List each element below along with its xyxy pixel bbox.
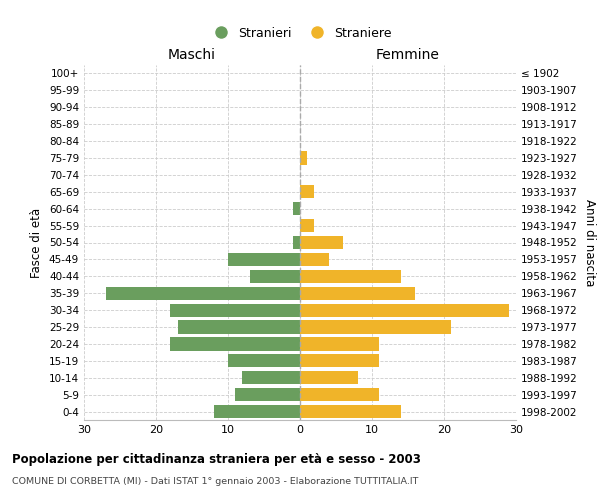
Bar — [300, 320, 451, 334]
Text: Maschi: Maschi — [168, 48, 216, 62]
Bar — [293, 236, 300, 249]
Bar — [178, 320, 300, 334]
Bar — [300, 354, 379, 368]
Bar — [235, 388, 300, 401]
Bar — [300, 152, 307, 164]
Bar — [214, 405, 300, 418]
Bar — [300, 371, 358, 384]
Bar — [300, 286, 415, 300]
Bar — [293, 202, 300, 215]
Text: Popolazione per cittadinanza straniera per età e sesso - 2003: Popolazione per cittadinanza straniera p… — [12, 452, 421, 466]
Bar — [300, 219, 314, 232]
Bar — [300, 405, 401, 418]
Text: Femmine: Femmine — [376, 48, 440, 62]
Bar — [300, 270, 401, 283]
Bar — [170, 304, 300, 316]
Bar — [300, 253, 329, 266]
Bar — [242, 371, 300, 384]
Bar — [106, 286, 300, 300]
Legend: Stranieri, Straniere: Stranieri, Straniere — [203, 22, 397, 44]
Bar — [300, 236, 343, 249]
Bar — [300, 388, 379, 401]
Bar — [300, 338, 379, 350]
Bar — [228, 253, 300, 266]
Bar — [250, 270, 300, 283]
Bar — [300, 185, 314, 198]
Bar — [228, 354, 300, 368]
Y-axis label: Fasce di età: Fasce di età — [31, 208, 43, 278]
Text: COMUNE DI CORBETTA (MI) - Dati ISTAT 1° gennaio 2003 - Elaborazione TUTTITALIA.I: COMUNE DI CORBETTA (MI) - Dati ISTAT 1° … — [12, 478, 418, 486]
Y-axis label: Anni di nascita: Anni di nascita — [583, 199, 596, 286]
Bar — [300, 304, 509, 316]
Bar — [170, 338, 300, 350]
